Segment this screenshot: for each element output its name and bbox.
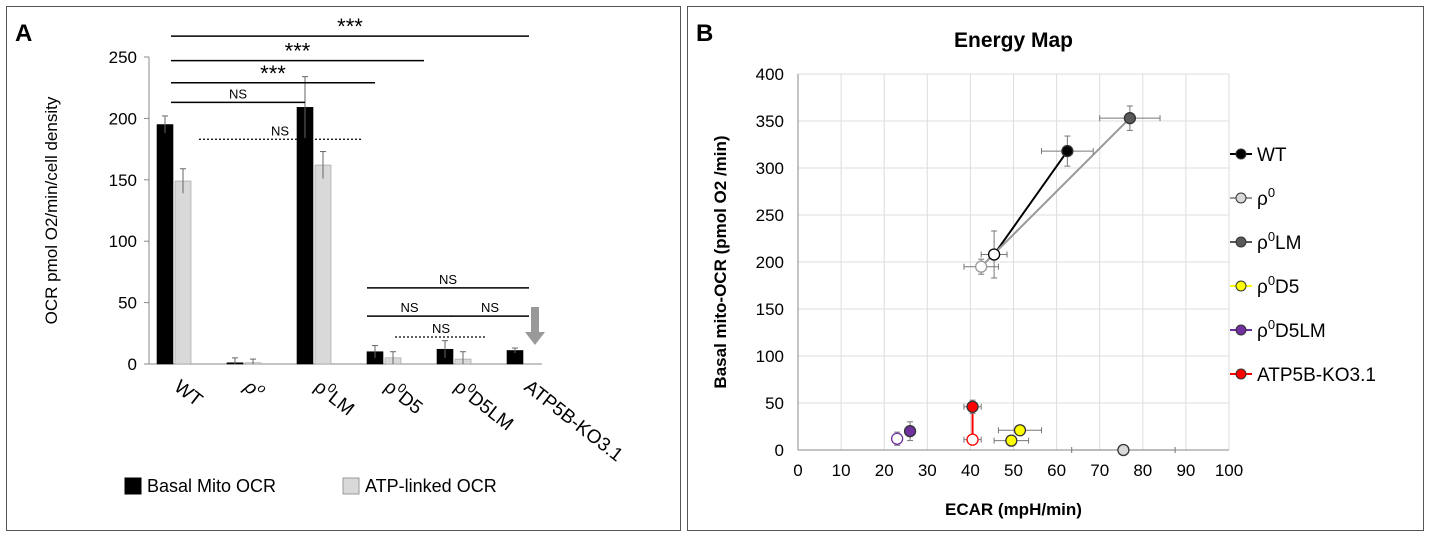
y-axis-label: OCR pmol O2/min/cell density <box>42 96 61 324</box>
x-category-label: ρo <box>239 373 269 404</box>
legend-swatch <box>124 477 142 495</box>
bar-basal-mito-ocr <box>156 124 174 365</box>
bar-chart-svg: A 0 50 100 150 200 250 OCR pmol O2/min/cell den… <box>15 14 627 496</box>
data-point <box>966 433 979 446</box>
significance-label: *** <box>260 61 286 86</box>
data-point <box>903 425 917 438</box>
x-tick-label: 70 <box>1090 461 1109 480</box>
legend-label: ρ0D5 <box>1257 273 1299 298</box>
y-tick-label: 250 <box>109 48 137 67</box>
data-point <box>890 432 904 445</box>
significance-label: NS <box>481 300 499 315</box>
legend-marker <box>1235 280 1247 292</box>
legend-label: ρ0 <box>1257 185 1275 210</box>
significance-label: *** <box>285 39 311 64</box>
down-arrow-icon <box>525 307 545 345</box>
y-tick-label: 200 <box>756 253 784 272</box>
data-point <box>975 260 988 273</box>
data-point <box>1123 112 1137 125</box>
y-tick-label: 350 <box>756 112 784 131</box>
significance-label: *** <box>337 14 363 39</box>
energy-map-svg: B Energy Map 0 10 20 30 40 50 60 70 80 90 100 0 50 100 1… <box>696 20 1376 519</box>
legend-label: ρ0LM <box>1257 229 1301 254</box>
legend-marker <box>1235 192 1247 204</box>
connector-line <box>980 117 1131 268</box>
data-point <box>1117 443 1130 457</box>
panel-label: B <box>696 20 713 47</box>
bar-atp-linked-ocr <box>314 164 332 365</box>
legend-label: ATP-linked OCR <box>365 476 497 496</box>
chart-title: Energy Map <box>954 29 1073 52</box>
significance-label: NS <box>432 321 450 336</box>
x-tick-label: 20 <box>875 461 894 480</box>
x-category-label: ρ0D5LM <box>450 373 520 435</box>
x-tick-label: 60 <box>1047 461 1066 480</box>
legend-marker <box>1235 148 1247 160</box>
bar-basal-mito-ocr <box>296 107 314 365</box>
significance-label: NS <box>439 272 457 287</box>
legend-marker <box>1235 368 1247 380</box>
x-tick-label: 50 <box>1004 461 1023 480</box>
x-tick-label: 40 <box>961 461 980 480</box>
connector-line <box>993 150 1069 256</box>
data-point <box>987 248 1001 261</box>
x-axis-label: ECAR (mpH/min) <box>945 500 1082 519</box>
x-tick-label: 100 <box>1215 461 1243 480</box>
data-point <box>966 400 979 413</box>
legend-marker <box>1235 324 1247 336</box>
y-tick-label: 0 <box>128 355 137 374</box>
data-point <box>1061 144 1074 158</box>
significance-label: NS <box>271 123 289 138</box>
y-tick-label: 400 <box>756 65 784 84</box>
y-axis-label: Basal mito-OCR (pmol O2 /min) <box>711 135 730 388</box>
data-point <box>1013 424 1027 437</box>
legend-marker <box>1235 236 1247 248</box>
y-tick-label: 200 <box>109 109 137 128</box>
significance-label: NS <box>229 86 247 101</box>
legend-label: ATP5B-KO3.1 <box>1257 365 1376 386</box>
y-tick-label: 250 <box>756 206 784 225</box>
legend-label: WT <box>1257 145 1287 166</box>
x-category-label: ρ0D5 <box>380 373 429 419</box>
x-tick-label: 10 <box>832 461 851 480</box>
x-category-label: WT <box>170 376 207 411</box>
significance-label: NS <box>400 300 418 315</box>
legend-swatch <box>342 477 360 495</box>
legend-label: Basal Mito OCR <box>147 476 276 496</box>
panel-a: A 0 50 100 150 200 250 OCR pmol O2/min/cell den… <box>6 6 681 531</box>
x-tick-label: 30 <box>918 461 937 480</box>
x-category-label: ATP5B-KO3.1 <box>520 376 627 466</box>
bar-atp-linked-ocr <box>174 180 192 365</box>
x-category-label: ρ0LM <box>310 373 360 420</box>
y-tick-label: 0 <box>775 441 784 460</box>
y-tick-label: 100 <box>756 347 784 366</box>
panel-b: B Energy Map 0 10 20 30 40 50 60 70 80 90 100 0 50 100 1… <box>687 6 1424 531</box>
y-tick-label: 50 <box>118 294 137 313</box>
x-tick-label: 0 <box>793 461 802 480</box>
y-tick-label: 300 <box>756 159 784 178</box>
data-point <box>1005 434 1018 447</box>
x-tick-label: 80 <box>1133 461 1152 480</box>
y-tick-label: 50 <box>765 394 784 413</box>
y-tick-label: 150 <box>756 300 784 319</box>
y-tick-label: 100 <box>109 232 137 251</box>
panel-label: A <box>15 20 32 47</box>
y-tick-label: 150 <box>109 171 137 190</box>
x-tick-label: 90 <box>1176 461 1195 480</box>
legend-label: ρ0D5LM <box>1257 317 1326 342</box>
